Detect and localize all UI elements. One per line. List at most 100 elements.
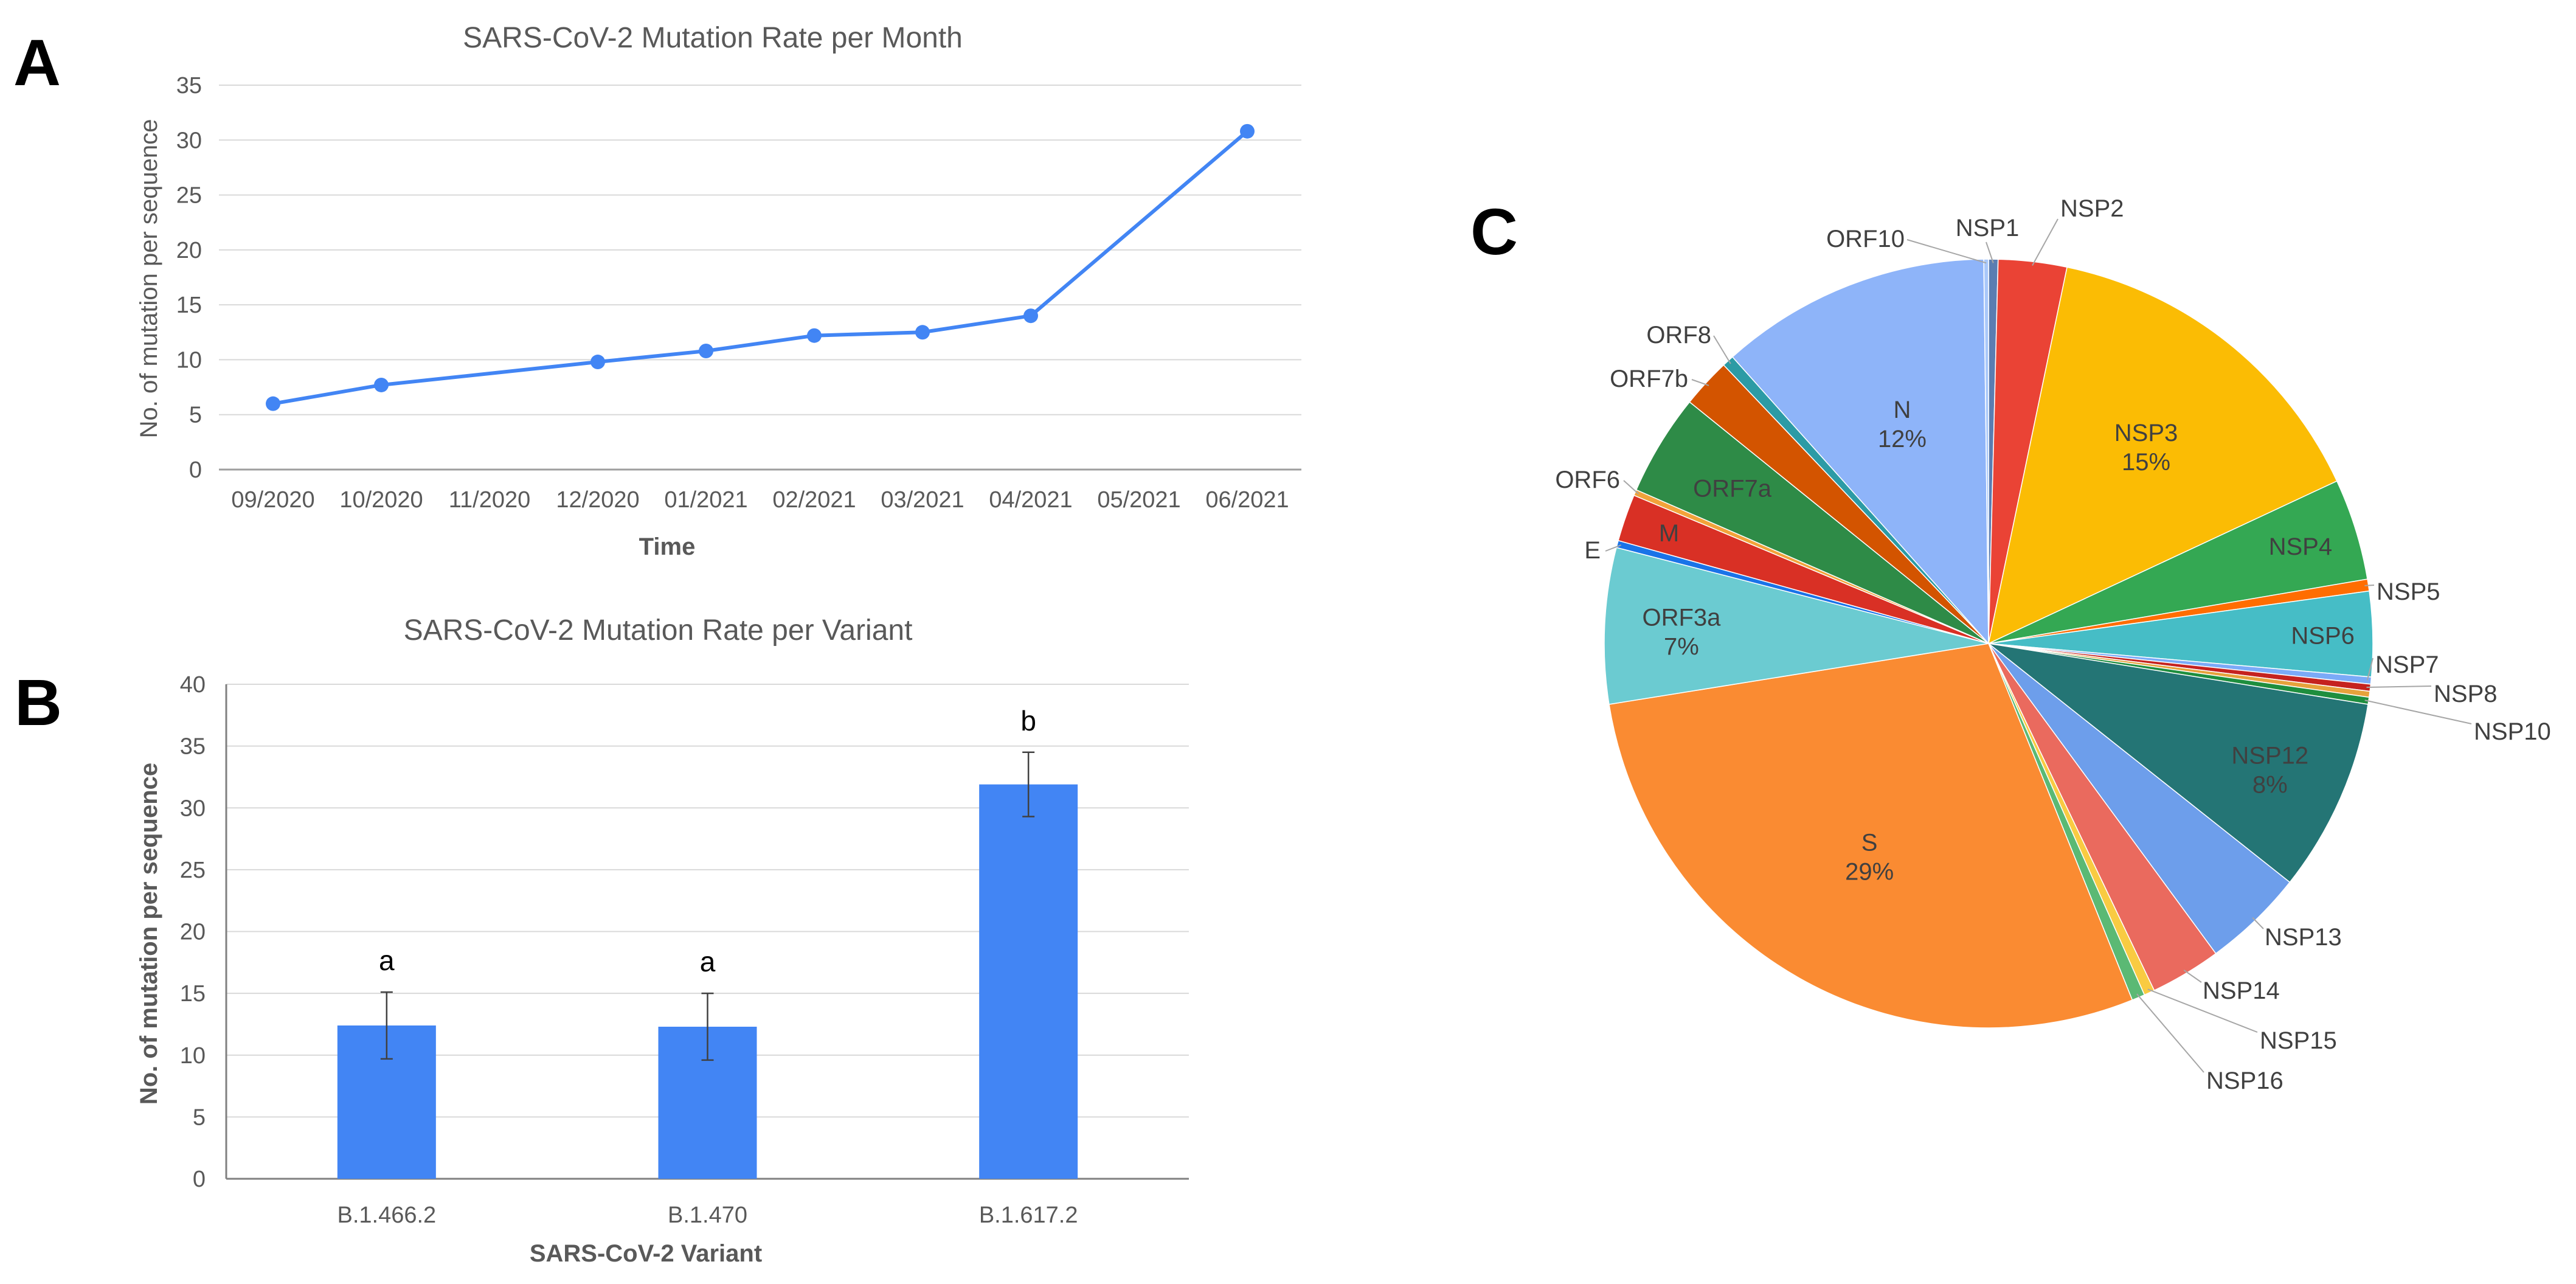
pie-slice-N: [1731, 259, 1989, 645]
line-data-point-12-2020: [590, 355, 605, 370]
pie-leader-NSP10: [2364, 699, 2472, 724]
pie-chart-mutation-by-gene: NSP1 NSP2 NSP3 15% NSP4 NSP5 NSP6 NSP7 NSP8 NSP10…: [1555, 195, 2550, 1094]
pie-leader-NSP14: [2183, 970, 2202, 983]
line-chart-x-tick: 05/2021: [1097, 487, 1180, 513]
pie-leader-E: [1605, 544, 1622, 552]
line-data-point-03-2021: [915, 325, 930, 340]
pie-label-ORF8: ORF8: [1646, 322, 1711, 349]
line-series-points: [266, 123, 1255, 411]
pie-label-M: M: [1659, 520, 1679, 547]
significance-letter: a: [379, 945, 395, 976]
significance-letter: b: [1020, 705, 1036, 737]
pie-slice-NSP4: [1988, 480, 2368, 644]
pie-leader-NSP5: [2364, 585, 2375, 586]
line-chart-x-tick: 09/2020: [231, 487, 314, 513]
pie-leader-NSP7: [2366, 658, 2373, 681]
pie-slice-S: [1608, 643, 2133, 1029]
line-chart-mutation-per-month: SARS-CoV-2 Mutation Rate per Month 0 5 10 1…: [136, 22, 1301, 560]
line-chart-x-tick: 06/2021: [1205, 487, 1289, 513]
pie-label-E: E: [1584, 537, 1601, 564]
line-chart-y-tick: 20: [176, 238, 202, 263]
pie-slice-ORF7a: [1635, 401, 1989, 644]
bar-chart-x-tick: B.1.466.2: [337, 1202, 436, 1228]
bar-chart-y-tick: 35: [180, 734, 206, 760]
pie-slice-NSP3: [1987, 266, 2338, 645]
bar-B.1.617.2: [979, 784, 1078, 1179]
pie-label-ORF7b: ORF7b: [1610, 366, 1688, 392]
pie-leader-ORF8: [1713, 335, 1731, 364]
line-data-point-06-2021: [1240, 123, 1255, 139]
bar-chart-y-tick: 25: [180, 858, 206, 883]
bar-chart-title: SARS-CoV-2 Mutation Rate per Variant: [404, 614, 913, 647]
line-chart-x-tick: 03/2021: [881, 487, 964, 513]
pie-label-NSP4: NSP4: [2269, 533, 2333, 560]
bar-chart-y-tick: 15: [180, 981, 206, 1007]
pie-label-NSP13: NSP13: [2265, 924, 2342, 951]
pie-leader-NSP16: [2136, 993, 2204, 1073]
line-chart-y-tick: 5: [189, 403, 202, 428]
panel-letter-c: C: [1470, 195, 1518, 268]
line-data-point-10-2020: [374, 377, 389, 392]
line-chart-x-tick: 12/2020: [556, 487, 639, 513]
pie-leader-NSP2: [2032, 218, 2058, 266]
pie-label-NSP10: NSP10: [2474, 718, 2551, 745]
pie-label-S: S: [1861, 830, 1878, 856]
line-chart-x-tick: 01/2021: [664, 487, 747, 513]
line-chart-x-tick: 02/2021: [772, 487, 856, 513]
line-data-point-09-2020: [266, 396, 280, 411]
line-chart-y-tick: 35: [176, 73, 202, 99]
line-chart-y-tick: 10: [176, 347, 202, 373]
pie-label-ORF6: ORF6: [1555, 467, 1620, 493]
pie-leader-NSP15: [2147, 988, 2258, 1033]
bar-chart-y-tick: 5: [193, 1105, 206, 1130]
pie-leader-NSP13: [2252, 917, 2264, 929]
pie-slice-ORF10: [1983, 259, 1989, 644]
line-series-path: [272, 130, 1248, 406]
panel-letter-b: B: [15, 665, 62, 739]
pie-label-ORF10: ORF10: [1826, 226, 1905, 252]
bar-chart-x-tick: B.1.617.2: [979, 1202, 1078, 1228]
pie-pct-NSP3: 15%: [2122, 449, 2170, 476]
line-chart-gridlines: [219, 85, 1301, 471]
pie-labels: NSP1 NSP2 NSP3 15% NSP4 NSP5 NSP6 NSP7 NSP8 NSP10…: [1555, 195, 2550, 1094]
significance-letter: a: [700, 946, 716, 977]
bar-chart-x-axis-title: SARS-CoV-2 Variant: [530, 1240, 762, 1267]
bar-chart-y-tick: 30: [180, 796, 206, 821]
pie-slices: [1604, 259, 2373, 1029]
pie-leader-lines: [1605, 218, 2472, 1073]
bar-chart-y-tick: 0: [193, 1167, 206, 1192]
pie-label-NSP6: NSP6: [2291, 622, 2355, 649]
pie-label-NSP2: NSP2: [2060, 195, 2124, 222]
bar-chart-y-tick-labels: 0 5 10 15 20 25 30 35 40: [180, 672, 206, 1192]
pie-label-NSP14: NSP14: [2203, 977, 2280, 1004]
line-chart-x-tick: 11/2020: [449, 487, 531, 513]
pie-pct-ORF3a: 7%: [1664, 633, 1699, 660]
line-chart-x-tick: 10/2020: [339, 487, 423, 513]
line-chart-x-tick-labels: 09/2020 10/2020 11/2020 12/2020 01/2021 02/20…: [231, 487, 1289, 513]
line-chart-y-tick: 30: [176, 128, 202, 153]
pie-pct-NSP12: 8%: [2252, 772, 2288, 799]
bar-chart-y-axis-title: No. of mutation per sequence: [136, 763, 162, 1105]
pie-slice-ORF3a: [1604, 547, 1989, 705]
line-chart-x-axis-title: Time: [639, 533, 696, 560]
bar-chart-y-tick: 10: [180, 1043, 206, 1069]
pie-label-NSP8: NSP8: [2434, 681, 2498, 707]
pie-slice-NSP12: [1987, 642, 2369, 883]
pie-label-ORF3a: ORF3a: [1642, 604, 1721, 631]
pie-leader-ORF6: [1623, 480, 1639, 495]
pie-leader-NSP8: [2366, 685, 2432, 688]
bar-chart-y-tick: 40: [180, 672, 206, 698]
pie-label-N: N: [1894, 397, 1911, 423]
pie-label-NSP16: NSP16: [2206, 1067, 2283, 1094]
pie-leader-ORF10: [1906, 239, 1987, 264]
pie-pct-S: 29%: [1845, 859, 1894, 886]
pie-label-NSP12: NSP12: [2231, 743, 2308, 769]
pie-leader-NSP1: [1986, 241, 1994, 263]
bar-chart-x-tick: B.1.470: [668, 1202, 747, 1228]
bar-chart-mutation-per-variant: SARS-CoV-2 Mutation Rate per Variant 0 5 1…: [136, 614, 1189, 1267]
line-data-point-02-2021: [807, 328, 822, 343]
bar-chart-x-tick-labels: B.1.466.2 B.1.470 B.1.617.2: [337, 1202, 1078, 1228]
line-data-point-01-2021: [699, 343, 713, 358]
panel-letter-a: A: [13, 26, 61, 99]
